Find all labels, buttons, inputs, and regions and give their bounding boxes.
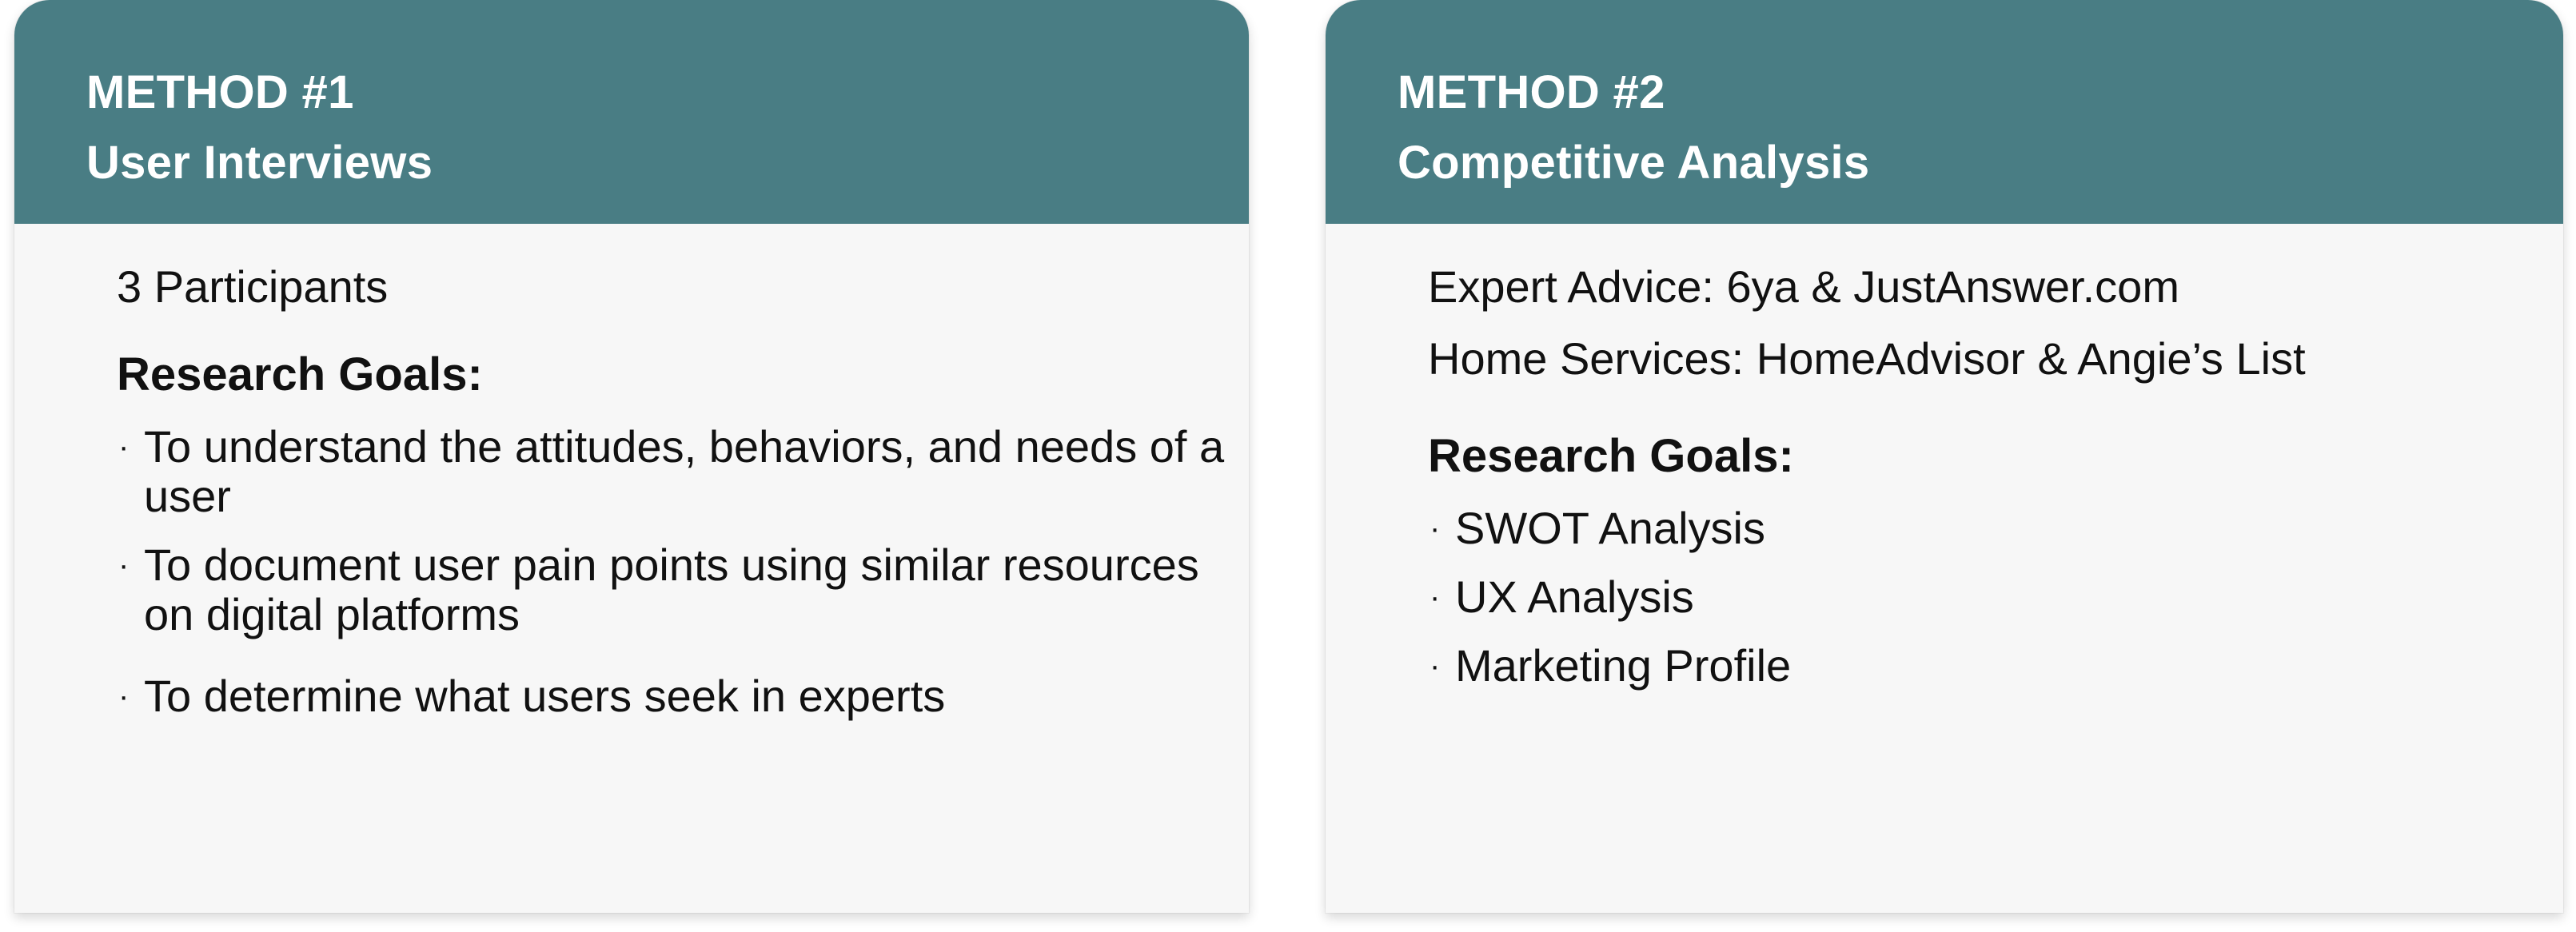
- goal-text: SWOT Analysis: [1455, 503, 1765, 553]
- goal-text: UX Analysis: [1455, 572, 1694, 622]
- method-card-competitive-analysis: METHOD #2 Competitive Analysis Expert Ad…: [1326, 0, 2563, 913]
- card-body: 3 Participants Research Goals: · To unde…: [14, 224, 1249, 721]
- list-item: · UX Analysis: [1428, 572, 2563, 622]
- research-goals-heading: Research Goals:: [1428, 430, 1794, 482]
- participants-text: 3 Participants: [117, 261, 389, 312]
- list-item: · Marketing Profile: [1428, 641, 2563, 691]
- research-goals-heading: Research Goals:: [117, 349, 483, 400]
- list-item: · To understand the attitudes, behaviors…: [117, 422, 1236, 521]
- method-label: METHOD #2: [1398, 66, 1665, 118]
- card-header: METHOD #2 Competitive Analysis: [1326, 0, 2563, 224]
- bullet-icon: ·: [1430, 648, 1441, 683]
- method-title: Competitive Analysis: [1398, 137, 1870, 189]
- list-item: · To determine what users seek in expert…: [117, 671, 1236, 721]
- home-services-text: Home Services: HomeAdvisor & Angie’s Lis…: [1428, 333, 2306, 384]
- method-card-user-interviews: METHOD #1 User Interviews 3 Participants…: [14, 0, 1249, 913]
- card-header: METHOD #1 User Interviews: [14, 0, 1249, 224]
- list-item: · SWOT Analysis: [1428, 504, 2563, 553]
- card-body: Expert Advice: 6ya & JustAnswer.com Home…: [1326, 224, 2563, 691]
- goal-text: Marketing Profile: [1455, 640, 1792, 691]
- goal-text: To determine what users seek in experts: [144, 671, 946, 721]
- method-label: METHOD #1: [86, 66, 354, 118]
- list-item: · To document user pain points using sim…: [117, 540, 1236, 639]
- bullet-icon: ·: [118, 679, 130, 714]
- goal-text: To understand the attitudes, behaviors, …: [144, 421, 1225, 521]
- expert-advice-text: Expert Advice: 6ya & JustAnswer.com: [1428, 261, 2179, 312]
- bullet-icon: ·: [118, 429, 130, 464]
- bullet-icon: ·: [118, 548, 130, 583]
- bullet-icon: ·: [1430, 511, 1441, 546]
- research-goals-list: · SWOT Analysis · UX Analysis · Marketin…: [1428, 504, 2563, 691]
- method-title: User Interviews: [86, 137, 433, 189]
- research-goals-list: · To understand the attitudes, behaviors…: [117, 422, 1236, 721]
- goal-text: To document user pain points using simil…: [144, 540, 1199, 639]
- bullet-icon: ·: [1430, 580, 1441, 615]
